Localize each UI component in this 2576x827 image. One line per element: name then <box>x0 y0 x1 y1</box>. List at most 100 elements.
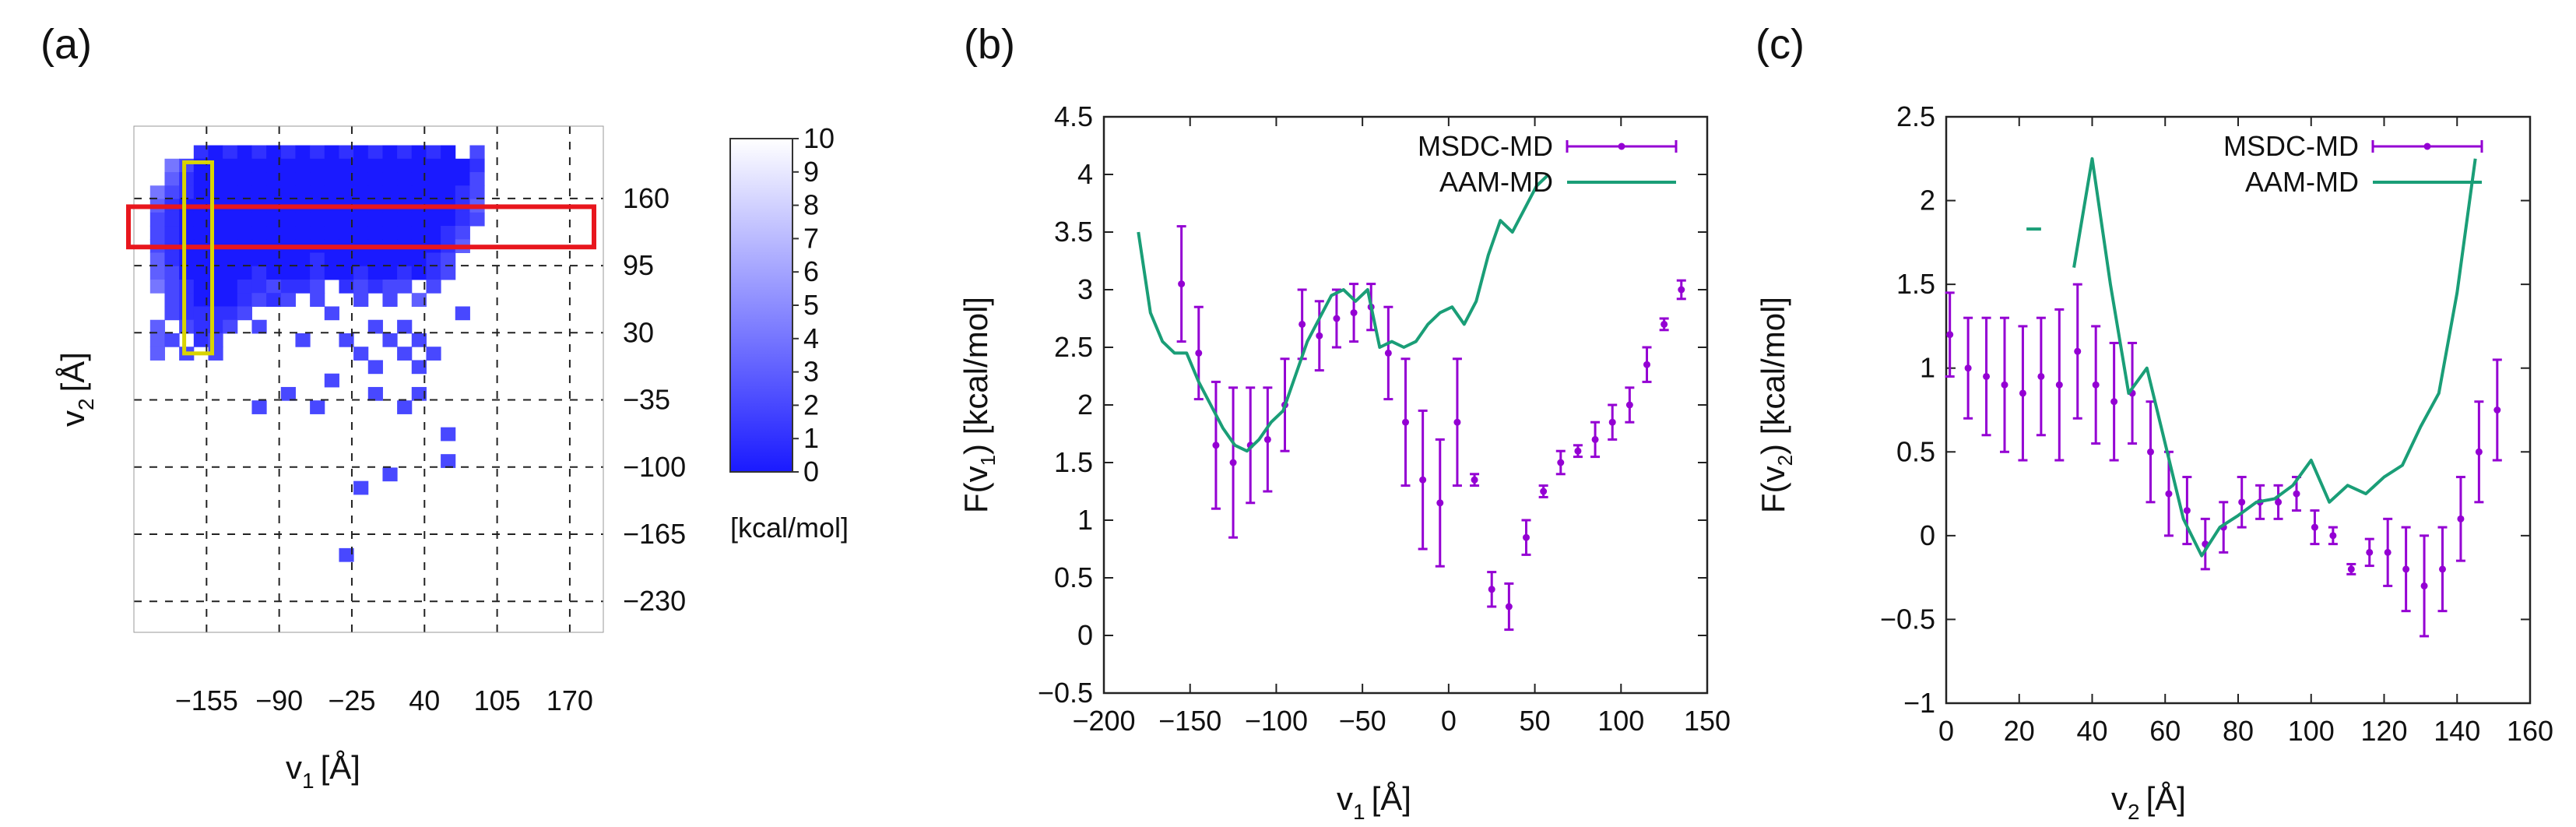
heatmap-cell <box>382 226 398 240</box>
msdc-md-point <box>2055 381 2063 389</box>
heatmap-cell <box>295 185 311 200</box>
heatmap-cell <box>193 279 209 294</box>
y-tick-label: 2 <box>1077 389 1093 421</box>
heatmap-cell <box>324 172 339 186</box>
heatmap-cell <box>353 266 369 280</box>
msdc-md-point <box>1229 459 1237 466</box>
msdc-md-point <box>1471 476 1478 484</box>
heatmap-cell <box>149 212 165 227</box>
msdc-md-point <box>1643 361 1650 368</box>
heatmap-cell <box>426 266 441 280</box>
msdc-md-point <box>2293 490 2300 498</box>
heatmap-cell <box>251 226 267 240</box>
heatmap-cell <box>367 360 383 375</box>
heatmap-cell <box>237 212 252 227</box>
heatmap-cell <box>164 212 180 227</box>
msdc-md-point <box>2366 548 2374 556</box>
heatmap-cell <box>266 252 282 267</box>
heatmap-cell <box>280 226 296 240</box>
colorbar-tick-label: 3 <box>803 356 819 388</box>
colorbar-tick-label: 8 <box>803 189 819 221</box>
heatmap-cell <box>251 172 267 186</box>
heatmap-cell <box>382 212 398 227</box>
msdc-md-point <box>1316 332 1323 340</box>
heatmap-cell <box>280 145 296 160</box>
heatmap-cell <box>179 172 195 186</box>
msdc-md-point <box>1678 286 1685 294</box>
y-tick-label: 1.5 <box>1054 446 1093 478</box>
heatmap-cell <box>179 293 195 307</box>
y-tick-label: −0.5 <box>1880 603 1935 635</box>
msdc-md-point <box>2439 565 2446 573</box>
heatmap-cell <box>339 172 354 186</box>
heatmap-cell <box>382 158 398 173</box>
heatmap-cell <box>266 172 282 186</box>
msdc-md-point <box>2037 372 2045 380</box>
msdc-md-point <box>2420 582 2428 589</box>
y-tick-label: 1 <box>1077 504 1093 536</box>
x-tick-label: −100 <box>1245 705 1308 737</box>
y-tick-label: 2.5 <box>1896 100 1935 132</box>
heatmap-cell <box>193 252 209 267</box>
heatmap-cell <box>280 279 296 294</box>
msdc-md-point <box>2110 398 2118 406</box>
y-tick-label: 1 <box>1920 352 1935 384</box>
highlight-boxes <box>126 160 596 356</box>
heatmap-cell <box>441 226 456 240</box>
heatmap-cell <box>149 226 165 240</box>
y-tick-label: −1 <box>1903 687 1935 719</box>
heatmap-cell <box>193 319 209 334</box>
heatmap-cell <box>164 226 180 240</box>
heatmap-cell <box>179 319 195 334</box>
heatmap-cell <box>324 252 339 267</box>
y-tick-label: 95 <box>623 249 654 281</box>
heatmap-cell <box>179 279 195 294</box>
heatmap-cell <box>310 266 325 280</box>
heatmap-cell <box>397 185 413 200</box>
heatmap-cell <box>223 252 238 267</box>
y-axis-label: v2[Å] <box>54 352 98 427</box>
heatmap-cell <box>397 145 413 160</box>
msdc-md-point <box>1195 349 1203 357</box>
plot-area: −200 −150 −100 −50 0 50 100 150 −0.5 0 0.5 1 1.5 2 2.5… <box>1038 100 1731 737</box>
heatmap-cell <box>295 212 311 227</box>
heatmap-cell <box>266 226 282 240</box>
heatmap-cell <box>411 145 427 160</box>
heatmap-cell <box>295 279 311 294</box>
heatmap-cell <box>223 158 238 173</box>
heatmap-cell <box>455 306 470 321</box>
x-tick-label: −200 <box>1072 705 1135 737</box>
y-tick-label: −165 <box>623 518 686 550</box>
heatmap-cell <box>324 145 339 160</box>
heatmap-cell <box>441 266 456 280</box>
colorbar-tick-label: 2 <box>803 389 819 421</box>
heatmap-cell <box>280 266 296 280</box>
x-axis-label: v1 [Å] <box>286 749 360 793</box>
heatmap-cell <box>411 226 427 240</box>
heatmap-cell <box>397 252 413 267</box>
heatmap-cell <box>426 158 441 173</box>
x-tick-labels: −155 −90 −25 40 105 170 <box>175 684 593 716</box>
legend-swatch-point <box>2423 143 2431 150</box>
msdc-md-point <box>1350 309 1358 317</box>
heatmap-cell <box>441 212 456 227</box>
heatmap-cell <box>310 400 325 414</box>
x-tick-label: −150 <box>1158 705 1221 737</box>
x-tick-label: 0 <box>1938 715 1954 747</box>
heatmap-cell <box>441 185 456 200</box>
msdc-md-point <box>1453 418 1461 426</box>
heatmap-cell <box>223 279 238 294</box>
heatmap-cell <box>426 347 441 361</box>
x-tick-label: 140 <box>2434 715 2480 747</box>
heatmap-cell <box>455 226 470 240</box>
heatmap-cell <box>339 252 354 267</box>
heatmap-cell <box>179 212 195 227</box>
heatmap-cell <box>411 212 427 227</box>
heatmap-cell <box>339 145 354 160</box>
heatmap-cell <box>310 185 325 200</box>
x-tick-label: 120 <box>2360 715 2407 747</box>
heatmap-cell <box>237 185 252 200</box>
msdc-md-point <box>1946 331 1954 339</box>
heatmap-cell <box>441 454 456 468</box>
